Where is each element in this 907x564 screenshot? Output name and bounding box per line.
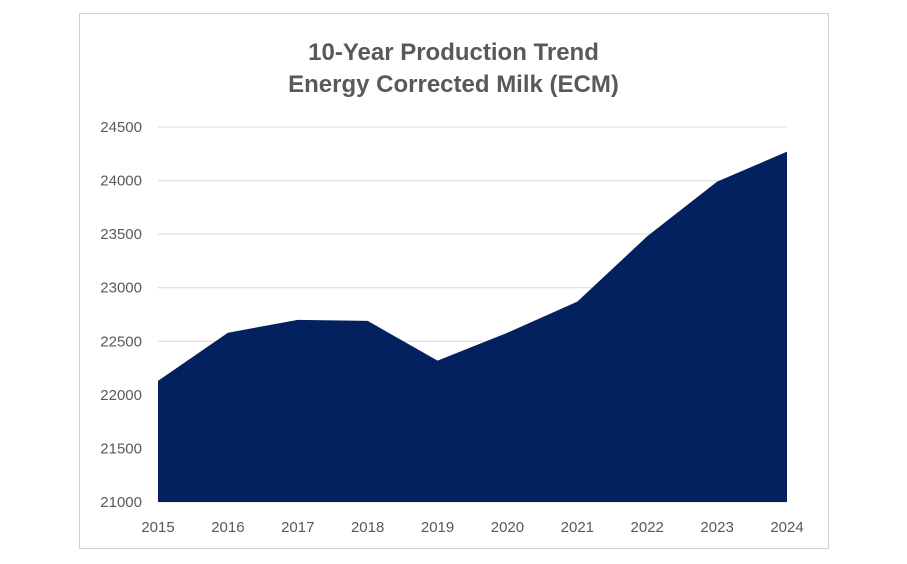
y-tick-label: 23500 xyxy=(100,226,142,243)
x-tick-label: 2024 xyxy=(770,519,803,536)
y-tick-label: 22000 xyxy=(100,387,142,404)
x-tick-label: 2017 xyxy=(281,519,314,536)
x-tick-label: 2021 xyxy=(561,519,594,536)
x-axis-ticks: 2015 2016 2017 2018 2019 2020 2021 2022 2023 2024 xyxy=(141,519,803,536)
chart-subtitle: Energy Corrected Milk (ECM) xyxy=(288,71,619,98)
y-axis-ticks: 21000 21500 22000 22500 23000 23500 24000 24500 xyxy=(100,119,142,511)
chart-title: 10-Year Production Trend xyxy=(308,39,599,66)
x-tick-label: 2019 xyxy=(421,519,454,536)
x-tick-label: 2015 xyxy=(141,519,174,536)
x-tick-label: 2018 xyxy=(351,519,384,536)
x-tick-label: 2023 xyxy=(700,519,733,536)
x-tick-label: 2016 xyxy=(211,519,244,536)
x-tick-label: 2022 xyxy=(631,519,664,536)
y-tick-label: 24000 xyxy=(100,173,142,190)
y-tick-label: 22500 xyxy=(100,333,142,350)
y-tick-label: 23000 xyxy=(100,280,142,297)
y-tick-label: 21000 xyxy=(100,494,142,511)
x-tick-label: 2020 xyxy=(491,519,524,536)
y-tick-label: 24500 xyxy=(100,119,142,136)
ecm-area xyxy=(158,151,787,502)
y-tick-label: 21500 xyxy=(100,440,142,457)
